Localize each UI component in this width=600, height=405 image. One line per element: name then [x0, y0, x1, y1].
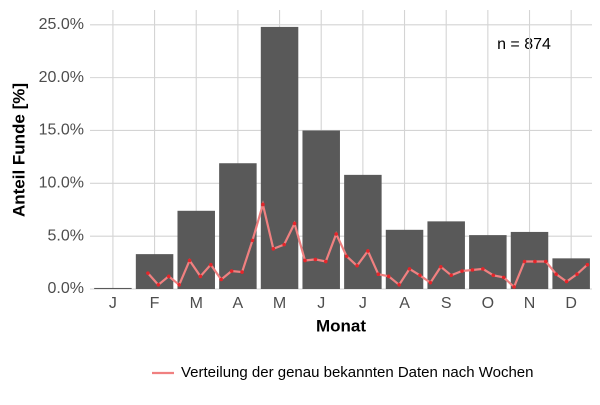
y-axis-title: Anteil Funde [%]: [9, 83, 28, 217]
line-point: [219, 277, 224, 282]
bar: [135, 254, 174, 289]
line-point: [460, 269, 464, 273]
line-point: [575, 272, 579, 277]
line-point: [323, 259, 328, 264]
line-point: [418, 273, 422, 278]
line-point: [177, 282, 181, 287]
bar: [94, 287, 132, 289]
bar: [552, 258, 590, 289]
x-axis-title: Monat: [316, 316, 366, 335]
line-point: [146, 271, 150, 275]
line-point: [261, 202, 265, 207]
line-point: [428, 280, 433, 285]
x-tick-label: J: [359, 295, 367, 312]
line-point: [344, 254, 349, 259]
x-tick-label: F: [150, 295, 160, 312]
line-point: [481, 267, 485, 271]
line-point: [533, 259, 537, 264]
legend-label: Verteilung der genau bekannten Daten nac…: [181, 364, 534, 381]
line-point: [438, 265, 443, 269]
x-tick-label: O: [482, 295, 494, 312]
x-tick-label: N: [524, 295, 536, 312]
line-point: [198, 274, 203, 279]
x-tick-label: A: [399, 295, 410, 312]
y-tick-label: 10.0%: [39, 175, 84, 192]
x-tick-label: M: [273, 295, 286, 312]
line-point: [240, 270, 244, 274]
bar: [469, 235, 507, 289]
x-tick-label: D: [565, 295, 577, 312]
y-tick-label: 5.0%: [48, 227, 84, 244]
line-point: [313, 257, 318, 262]
x-tick-label: M: [190, 295, 203, 312]
line-point: [522, 259, 527, 264]
line-point: [292, 221, 297, 226]
line-point: [334, 232, 339, 236]
line-point: [512, 285, 516, 289]
y-tick-label: 25.0%: [39, 16, 84, 33]
annotation: n = 874: [497, 36, 551, 53]
x-tick-label: A: [233, 295, 244, 312]
line-point: [229, 269, 234, 273]
line-point: [543, 259, 548, 264]
bar: [260, 26, 299, 290]
x-tick-label: J: [317, 295, 325, 312]
line-point: [366, 249, 370, 253]
line-point: [187, 258, 192, 263]
line-point: [355, 263, 359, 268]
line-point: [564, 279, 569, 284]
line-point: [491, 273, 496, 278]
bar: [219, 163, 257, 289]
line-point: [386, 274, 391, 279]
y-tick-label: 0.0%: [48, 280, 84, 297]
line-point: [449, 273, 453, 278]
bar: [344, 174, 382, 289]
x-tick-label: J: [109, 295, 117, 312]
bar: [385, 229, 424, 289]
line-point: [376, 272, 381, 277]
line-point: [554, 272, 558, 277]
y-tick-label: 20.0%: [39, 69, 84, 86]
line-point: [470, 268, 475, 272]
line-point: [501, 275, 506, 280]
x-tick-label: S: [441, 295, 452, 312]
line-point: [271, 247, 276, 251]
y-tick-label: 15.0%: [39, 122, 84, 139]
line-point: [250, 238, 255, 243]
line-point: [282, 242, 286, 247]
line-point: [397, 282, 401, 287]
line-point: [407, 267, 412, 271]
bar: [302, 130, 340, 289]
line-point: [166, 274, 171, 279]
line-point: [585, 262, 590, 267]
line-point: [156, 282, 161, 287]
line-point: [209, 262, 213, 267]
line-point: [303, 258, 307, 263]
